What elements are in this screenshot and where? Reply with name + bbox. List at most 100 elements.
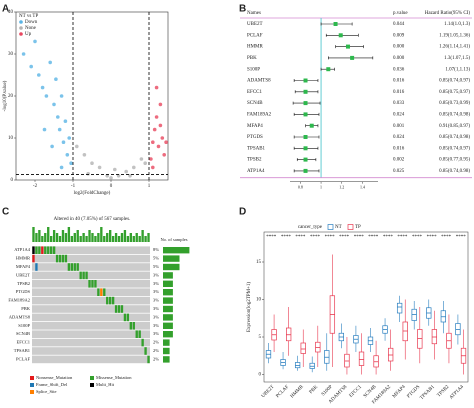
tmb-bar bbox=[50, 236, 53, 242]
hr-point bbox=[303, 168, 308, 173]
point bbox=[152, 127, 157, 132]
significance: **** bbox=[427, 235, 438, 240]
mutation-cell bbox=[91, 280, 94, 288]
box bbox=[396, 302, 403, 314]
point bbox=[156, 144, 161, 149]
count-bar bbox=[163, 314, 173, 321]
hr-text: 0.85(0.73,0.99) bbox=[439, 101, 470, 106]
y-tick-label: 30 bbox=[8, 52, 14, 57]
tmb-bar bbox=[64, 233, 68, 242]
point bbox=[29, 64, 33, 69]
hr-text: 1.26(1.14,1.41) bbox=[439, 45, 470, 50]
hr-point bbox=[303, 78, 308, 83]
column-header: p.value bbox=[393, 11, 408, 16]
row-background bbox=[32, 313, 150, 322]
panel-label: B bbox=[239, 4, 246, 15]
hr-text: 1.3(1.07,1.5) bbox=[444, 56, 470, 61]
y-axis-label: -log10(P.value) bbox=[3, 80, 8, 111]
x-tick-label: 1 bbox=[320, 185, 322, 190]
mutation-cell bbox=[82, 271, 85, 280]
mutation-cell bbox=[126, 313, 130, 322]
legend-title: NT vs TP bbox=[19, 14, 38, 19]
hr-point bbox=[333, 22, 338, 26]
p-value: 0.001 bbox=[393, 124, 405, 129]
point bbox=[57, 127, 62, 132]
tmb-bar bbox=[97, 233, 100, 242]
mutation-cell bbox=[141, 338, 144, 347]
count-bar bbox=[163, 272, 173, 279]
box bbox=[358, 351, 365, 366]
gene-name: TPSB2 bbox=[17, 281, 30, 286]
legend-swatch bbox=[30, 383, 34, 387]
row-background bbox=[32, 280, 150, 288]
tmb-bar bbox=[147, 233, 150, 242]
box bbox=[300, 342, 306, 354]
tmb-bar bbox=[41, 236, 44, 242]
row-name: PTGDS bbox=[247, 135, 263, 140]
significance: **** bbox=[281, 235, 292, 240]
point bbox=[37, 73, 41, 77]
x-tick-label: 1 bbox=[148, 184, 151, 189]
row-name: SCN4B bbox=[247, 101, 263, 106]
row-background bbox=[32, 338, 150, 347]
tmb-bar bbox=[70, 236, 73, 242]
tmb-bar bbox=[55, 233, 59, 242]
row-background bbox=[32, 288, 150, 296]
mutation-cell bbox=[138, 330, 141, 338]
mutation-cell bbox=[111, 296, 115, 305]
legend-label: Missense_Mutation bbox=[96, 375, 132, 380]
tmb-bar bbox=[58, 236, 62, 242]
tmb-bar bbox=[35, 233, 38, 242]
point bbox=[42, 127, 47, 132]
significance: **** bbox=[325, 235, 336, 240]
point bbox=[75, 144, 79, 149]
mutation-cell bbox=[100, 288, 103, 296]
panel-label: C bbox=[2, 207, 9, 218]
percent-label: 3% bbox=[153, 272, 159, 277]
row-background bbox=[32, 254, 150, 263]
tmb-bar bbox=[52, 230, 56, 242]
row-background bbox=[32, 263, 150, 271]
row-name: TPSB2 bbox=[247, 158, 262, 163]
tmb-bar bbox=[117, 236, 121, 242]
mutation-cell bbox=[147, 355, 150, 364]
row-background bbox=[32, 305, 150, 313]
point bbox=[113, 167, 117, 172]
significance: **** bbox=[354, 235, 365, 240]
count-bar bbox=[163, 289, 173, 296]
tmb-bar bbox=[120, 233, 124, 242]
percent-label: 3% bbox=[153, 331, 159, 336]
point bbox=[164, 140, 168, 144]
tmb-bar bbox=[103, 236, 106, 242]
hr-point bbox=[309, 123, 314, 128]
gene-name: FAM189A2 bbox=[8, 298, 30, 303]
point bbox=[65, 153, 70, 157]
percent-label: 5% bbox=[153, 256, 159, 261]
significance: **** bbox=[441, 235, 452, 240]
tmb-bar bbox=[94, 236, 97, 242]
tmb-bar bbox=[144, 236, 147, 242]
count-bar bbox=[163, 255, 180, 262]
tmb-bar bbox=[132, 236, 135, 242]
hr-text: 0.85(0.77,0.95) bbox=[439, 158, 470, 163]
mutation-cell bbox=[35, 263, 38, 271]
y-tick-label: 40 bbox=[8, 10, 14, 15]
mutation-cell bbox=[70, 263, 73, 271]
legend-swatch bbox=[19, 26, 23, 30]
legend-label: NT bbox=[335, 225, 342, 230]
tmb-bar bbox=[73, 233, 76, 242]
percent-label: 2% bbox=[153, 348, 159, 353]
point bbox=[54, 77, 58, 81]
mutation-cell bbox=[61, 254, 65, 263]
legend-label: Nonsense_Mutation bbox=[36, 375, 73, 380]
mutation-cell bbox=[114, 305, 118, 313]
legend-label: Down bbox=[25, 20, 38, 25]
significance: **** bbox=[295, 235, 306, 240]
mutation-cell bbox=[64, 254, 68, 263]
significance: **** bbox=[266, 235, 277, 240]
mutation-cell bbox=[120, 305, 124, 313]
mutation-cell bbox=[129, 322, 132, 330]
percent-label: 3% bbox=[153, 298, 159, 303]
point bbox=[21, 52, 26, 56]
hr-text: 0.85(0.74,0.98) bbox=[439, 169, 470, 174]
